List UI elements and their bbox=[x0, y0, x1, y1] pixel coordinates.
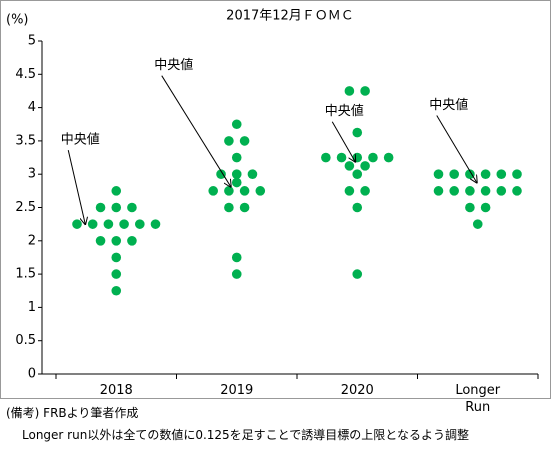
dot bbox=[111, 252, 122, 263]
dot bbox=[449, 169, 460, 179]
y-tick-label: 5 bbox=[28, 34, 36, 49]
annotation-arrow bbox=[331, 121, 355, 162]
dot bbox=[433, 169, 444, 179]
dot bbox=[465, 202, 475, 213]
annotation-arrow bbox=[436, 115, 477, 183]
annotation: 中央値 bbox=[325, 103, 364, 119]
dot bbox=[360, 186, 370, 196]
dot bbox=[352, 127, 363, 138]
y-tick-label: 2.5 bbox=[15, 200, 36, 215]
dot bbox=[231, 169, 242, 179]
dot bbox=[480, 202, 491, 213]
dot bbox=[360, 161, 370, 171]
dot bbox=[231, 152, 242, 163]
dot bbox=[360, 86, 370, 96]
dot bbox=[231, 119, 242, 130]
y-tick-label: 0.5 bbox=[15, 333, 36, 348]
dot bbox=[352, 202, 363, 213]
dot bbox=[449, 186, 460, 196]
annotation-arrow bbox=[67, 150, 85, 224]
y-tick-label: 0 bbox=[28, 367, 36, 382]
dot bbox=[103, 219, 114, 229]
dot bbox=[224, 202, 234, 213]
dot bbox=[368, 152, 378, 163]
dot bbox=[111, 269, 122, 279]
dot bbox=[127, 236, 137, 246]
x-tick-label: 2019 bbox=[220, 383, 254, 398]
dot bbox=[344, 86, 355, 96]
dot bbox=[208, 186, 218, 196]
dot bbox=[95, 236, 106, 246]
dot bbox=[480, 169, 491, 179]
annotation: 中央値 bbox=[429, 97, 468, 113]
dot bbox=[472, 219, 483, 229]
dot bbox=[512, 186, 522, 196]
dot bbox=[111, 236, 122, 246]
dot bbox=[72, 219, 82, 229]
dot bbox=[231, 252, 242, 263]
note: Longer run以外は全ての数値に0.125を足すことで誘導目標の上限となる… bbox=[22, 428, 469, 442]
annotation: 中央値 bbox=[154, 57, 193, 73]
dot bbox=[352, 269, 363, 279]
x-tick-label: 2020 bbox=[340, 383, 374, 398]
note: (備考) FRBより筆者作成 bbox=[6, 406, 139, 420]
dot bbox=[111, 285, 122, 296]
dot bbox=[344, 161, 355, 171]
dot bbox=[433, 186, 444, 196]
dot bbox=[512, 169, 522, 179]
dot bbox=[239, 136, 250, 146]
dot bbox=[336, 152, 347, 163]
dot bbox=[119, 219, 129, 229]
dot bbox=[111, 202, 122, 213]
y-tick-label: 4.5 bbox=[15, 67, 36, 82]
y-tick-label: 1.5 bbox=[15, 267, 36, 282]
chart-title: 2017年12月ＦＯＭＣ bbox=[226, 9, 354, 24]
dot bbox=[255, 186, 266, 196]
dot bbox=[111, 186, 122, 196]
y-tick-label: 3 bbox=[28, 167, 36, 182]
annotation: 中央値 bbox=[61, 132, 100, 148]
x-tick-label: 2018 bbox=[99, 383, 133, 398]
dot bbox=[383, 152, 394, 163]
dot bbox=[231, 269, 242, 279]
dot bbox=[247, 169, 258, 179]
dot bbox=[87, 219, 98, 229]
y-tick-label: 2 bbox=[28, 233, 36, 248]
dot bbox=[480, 186, 491, 196]
dot bbox=[496, 169, 507, 179]
y-tick-label: 3.5 bbox=[15, 133, 36, 148]
dot bbox=[216, 169, 226, 179]
dot bbox=[95, 202, 106, 213]
dot bbox=[496, 186, 507, 196]
dot bbox=[352, 169, 363, 179]
y-tick-label: 4 bbox=[28, 100, 36, 115]
dot bbox=[344, 186, 355, 196]
dot bbox=[231, 177, 242, 188]
dot bbox=[239, 186, 250, 196]
dot bbox=[224, 186, 234, 196]
chart-frame bbox=[0, 0, 551, 399]
dot bbox=[135, 219, 145, 229]
y-tick-label: 1 bbox=[28, 300, 36, 315]
dot bbox=[224, 136, 234, 146]
dot bbox=[465, 186, 475, 196]
annotation-arrow bbox=[161, 75, 231, 187]
dot bbox=[321, 152, 331, 163]
dot bbox=[150, 219, 161, 229]
dot bbox=[127, 202, 137, 213]
dot bbox=[239, 202, 250, 213]
dot bbox=[352, 152, 363, 163]
x-tick-label: Longer Run bbox=[455, 383, 501, 415]
y-axis-label: (%) bbox=[6, 13, 29, 28]
